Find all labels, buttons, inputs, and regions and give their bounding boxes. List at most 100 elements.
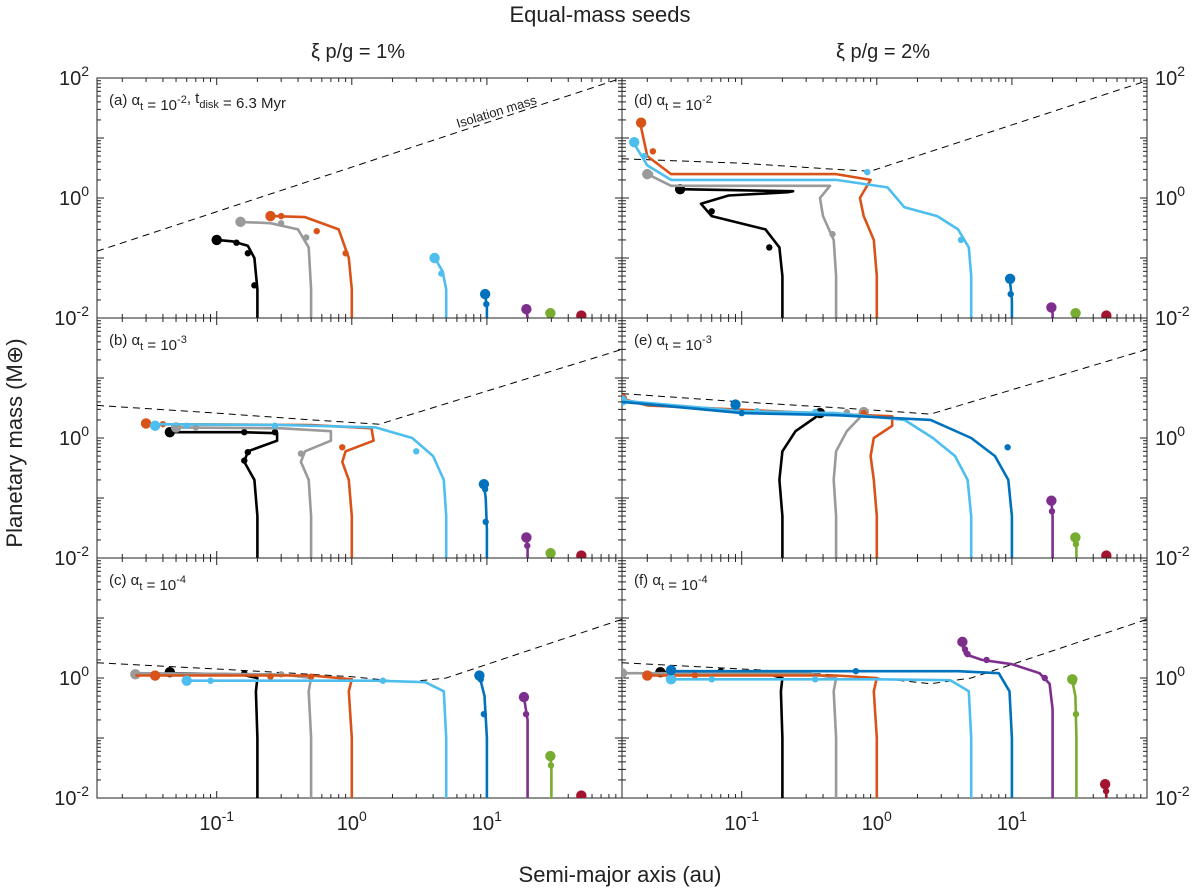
panel-label: (c) αt = 10-4 [109,572,186,594]
series-endpoint-darkred [1101,550,1112,558]
series-endpoint-darkred [1099,778,1111,790]
series-endpoint-lightblue [665,674,677,685]
series-line-black [680,187,795,318]
series-marker-lightblue [864,168,871,176]
series-marker-lightblue [183,422,190,429]
series-endpoint-purple [1046,495,1057,506]
series-marker-blue [738,409,745,417]
panel-f: 10-2 100 10-1 100 101 (f) αt = 10-4 [621,557,1190,835]
series-line-lightblue [433,257,448,318]
y-tick-label: 10-2 [1155,783,1190,810]
x-tick-label: 101 [997,808,1027,835]
panel-d: 10-2 100 102 (d) αt = 10-2 [621,63,1190,330]
series-line-gray [646,172,838,318]
series-endpoint-green [545,548,556,558]
y-tick-label: 10-2 [54,543,89,570]
series-endpoint-purple [518,691,530,703]
series-endpoint-purple [521,304,532,315]
x-tick-label: 10-1 [724,808,759,835]
y-tick-label: 100 [59,423,89,450]
series-line-purple [961,645,1054,798]
series-endpoint-blue [1004,273,1016,285]
series-marker-gray [303,234,310,241]
y-tick-label: 100 [1155,663,1185,690]
series-marker-lightblue [207,677,214,684]
series-endpoint-gray [235,216,246,228]
panels: 10-2 100 102 (a) αt = 10-2, tdisk = 6.3 Myr… [54,63,1190,835]
series-marker-orange [307,673,315,680]
series-endpoint-lightblue [622,395,628,406]
series-line-orange [135,674,354,798]
panel-frame [96,317,623,559]
series-line-black [169,671,259,798]
y-tick-label: 10-2 [54,783,89,810]
x-axis-title: Semi-major axis (au) [519,862,722,887]
series-marker-black [271,428,279,436]
series-line-orange [639,127,879,318]
series-marker-lightblue [812,676,819,683]
panel-b: 10-2 100 (b) αt = 10-3 [54,317,623,570]
plot-area [622,80,1147,318]
series-marker-gray [297,450,305,457]
series-endpoint-orange [635,117,647,128]
series-marker-black [766,244,773,251]
series-marker-purple [522,710,530,718]
series-endpoint-blue [479,288,491,300]
plot-area [97,618,622,798]
series-marker-purple [964,650,971,658]
panel-frame [96,557,623,799]
panel-label: (d) αt = 10-2 [634,92,712,114]
series-line-orange [146,422,375,558]
panel-frame [621,317,1148,559]
series-line-lightblue [186,679,448,798]
series-endpoint-blue [665,664,677,676]
series-endpoint-gray [622,668,628,679]
series-endpoint-darkred [576,550,587,558]
series-endpoint-lightblue [429,252,440,264]
series-line-purple [522,696,529,798]
series-marker-black [708,208,715,215]
series-marker-blue [1004,444,1011,451]
series-line-lightblue [671,677,973,798]
panel-e: 10-2 100 (e) αt = 10-3 [621,317,1190,570]
panel-a: 10-2 100 102 (a) αt = 10-2, tdisk = 6.3 Myr… [54,63,623,330]
series-marker-lightblue [271,422,279,429]
series-line-black [216,238,259,318]
series-marker-lightblue [438,270,445,277]
series-endpoint-purple [521,532,532,543]
series-line-lightblue [155,422,448,558]
series-marker-darkred [1102,787,1110,795]
series-marker-black [233,239,240,246]
series-marker-orange [313,227,320,235]
series-marker-purple [524,542,531,549]
series-endpoint-darkred [576,310,587,318]
panel-label: (f) αt = 10-4 [634,572,708,594]
series-marker-lightblue [413,448,420,455]
series-endpoint-lightblue [181,675,192,686]
y-tick-label: 10-2 [1155,543,1190,570]
series-endpoint-green [545,750,556,762]
x-tick-label: 101 [472,808,502,835]
isolation-mass-line [97,78,622,252]
series-marker-black [244,250,252,257]
series-line-gray [832,411,865,558]
series-line-orange [622,397,894,558]
series-marker-purple [961,646,969,653]
series-marker-lightblue [708,676,715,683]
isolation-mass-line [97,618,622,683]
series-marker-black [244,448,252,456]
y-tick-label: 100 [1155,183,1185,210]
series-marker-orange [649,148,657,155]
series-endpoint-orange [149,670,161,681]
column-title-right: ξ p/g = 2% [836,41,930,63]
series-marker-orange [691,672,699,679]
series-line-gray [622,671,838,798]
series-endpoint-black [211,234,222,246]
series-marker-gray [829,230,836,238]
series-marker-purple [1041,674,1048,682]
y-tick-label: 10-2 [1155,303,1190,330]
series-marker-lightblue [957,236,965,244]
series-endpoint-gray [642,168,653,180]
series-line-orange [270,214,354,318]
